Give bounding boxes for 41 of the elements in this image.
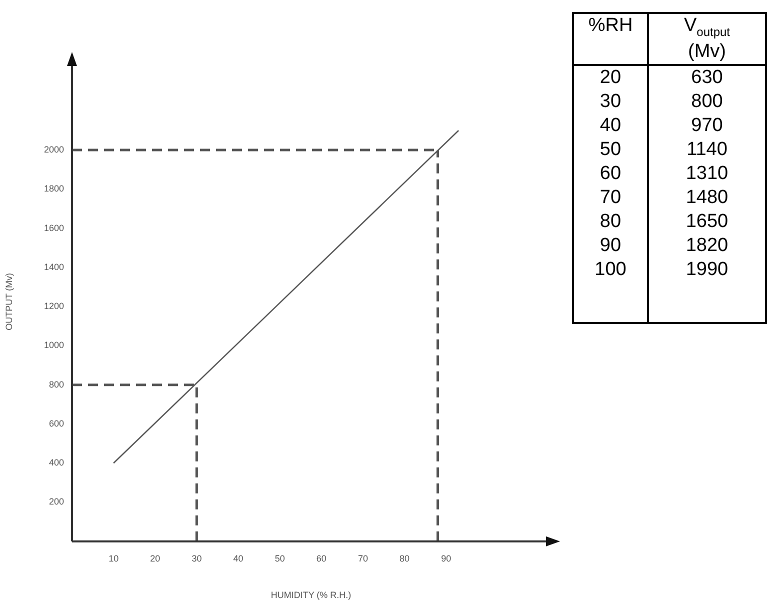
y-tick-label: 60: [598, 162, 622, 186]
data-label: 1650: [648, 210, 766, 234]
data-label: 970: [648, 114, 766, 138]
y-axis-title: %RH: [573, 13, 648, 65]
y-tick-label: 1000: [44, 340, 64, 350]
data-label: 1480: [648, 186, 766, 210]
y-tick-label: 30: [598, 90, 622, 114]
x-tick-label: 90: [441, 553, 452, 564]
y-tick-label: 70: [598, 186, 622, 210]
y-tick-label: 1400: [44, 262, 64, 272]
data-label: 1140: [648, 138, 766, 162]
y-tick-label: 80: [598, 210, 622, 234]
x-tick-label: 10: [108, 553, 119, 564]
x-tick-label: 60: [316, 553, 326, 564]
data-label: 1310: [648, 162, 766, 186]
x-tick-label: 50: [274, 553, 285, 564]
x-tick-label: 20: [150, 553, 160, 564]
y-tick-label: 200: [48, 496, 64, 507]
x-tick-label: 40: [233, 553, 244, 564]
y-tick-label: 600: [48, 418, 64, 428]
y-axis-title: OUTPUT (Mv): [4, 273, 14, 330]
y-tick-label: 1200: [44, 301, 64, 312]
x-tick-label: V$_{output}$ (Mv): [648, 13, 766, 65]
data-label: 1990: [648, 258, 766, 282]
y-tick-label: 90: [598, 234, 622, 258]
y-tick-label: 400: [48, 458, 64, 468]
y-tick-label: 100: [594, 258, 628, 282]
x-tick-label: 80: [400, 553, 410, 564]
data-label: 630: [648, 64, 766, 90]
y-tick-label: 20: [598, 66, 622, 90]
y-tick-label: 50: [598, 138, 622, 162]
data-label: 1820: [648, 234, 766, 258]
x-axis-title: HUMIDITY (% R.H.): [270, 590, 352, 600]
y-tick-label: 1600: [44, 222, 64, 233]
y-tick-label: 40: [598, 114, 622, 138]
x-tick-label: 30: [192, 553, 202, 564]
x-tick-label: 70: [358, 553, 368, 564]
y-tick-label: 800: [48, 379, 64, 390]
y-tick-label: 2000: [44, 144, 64, 155]
data-label: 800: [648, 90, 766, 114]
y-tick-label: 1800: [44, 184, 64, 194]
